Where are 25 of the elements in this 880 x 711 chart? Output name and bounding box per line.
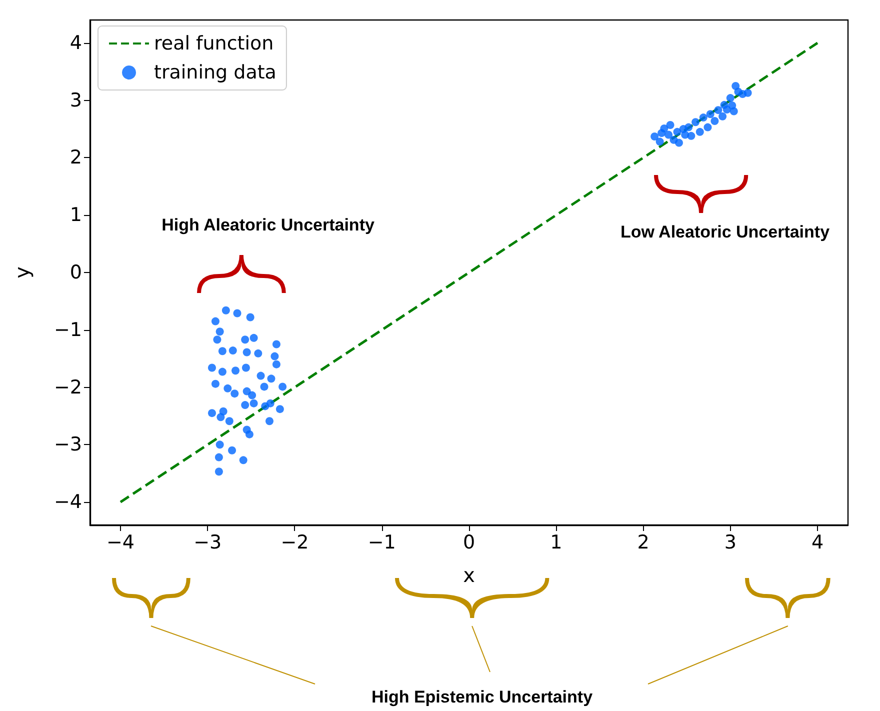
x-tick-label: 4	[811, 532, 824, 554]
annotation: Low Aleatoric Uncertainty	[620, 222, 830, 242]
annotation: High Aleatoric Uncertainty	[162, 216, 375, 234]
y-tick-label: −3	[54, 434, 82, 456]
y-tick-label: −4	[54, 491, 82, 514]
x-tick-label: −2	[280, 532, 309, 554]
y-tick-label: 1	[70, 204, 82, 226]
x-tick-label: −4	[106, 532, 134, 554]
x-axis-title: x	[463, 563, 476, 587]
y-tick-label: 4	[70, 32, 82, 54]
y-axis-title: y	[10, 266, 34, 278]
y-tick-label: 3	[70, 89, 82, 112]
x-tick-label: 3	[724, 532, 736, 554]
y-tick-label: −2	[54, 376, 82, 398]
x-tick-label: 2	[637, 532, 650, 554]
legend-label: real function	[154, 32, 274, 54]
x-tick-label: 0	[462, 532, 476, 554]
x-tick-label: −1	[368, 532, 396, 554]
text: High Epistemic Uncertainty	[371, 688, 594, 706]
x-tick-label: −3	[194, 532, 222, 554]
y-tick-label: 2	[70, 146, 82, 169]
y-tick-label: −1	[54, 318, 82, 341]
y-tick-label: 0	[70, 262, 82, 284]
legend-label: training data	[154, 62, 276, 84]
x-tick-label: 1	[550, 532, 562, 554]
